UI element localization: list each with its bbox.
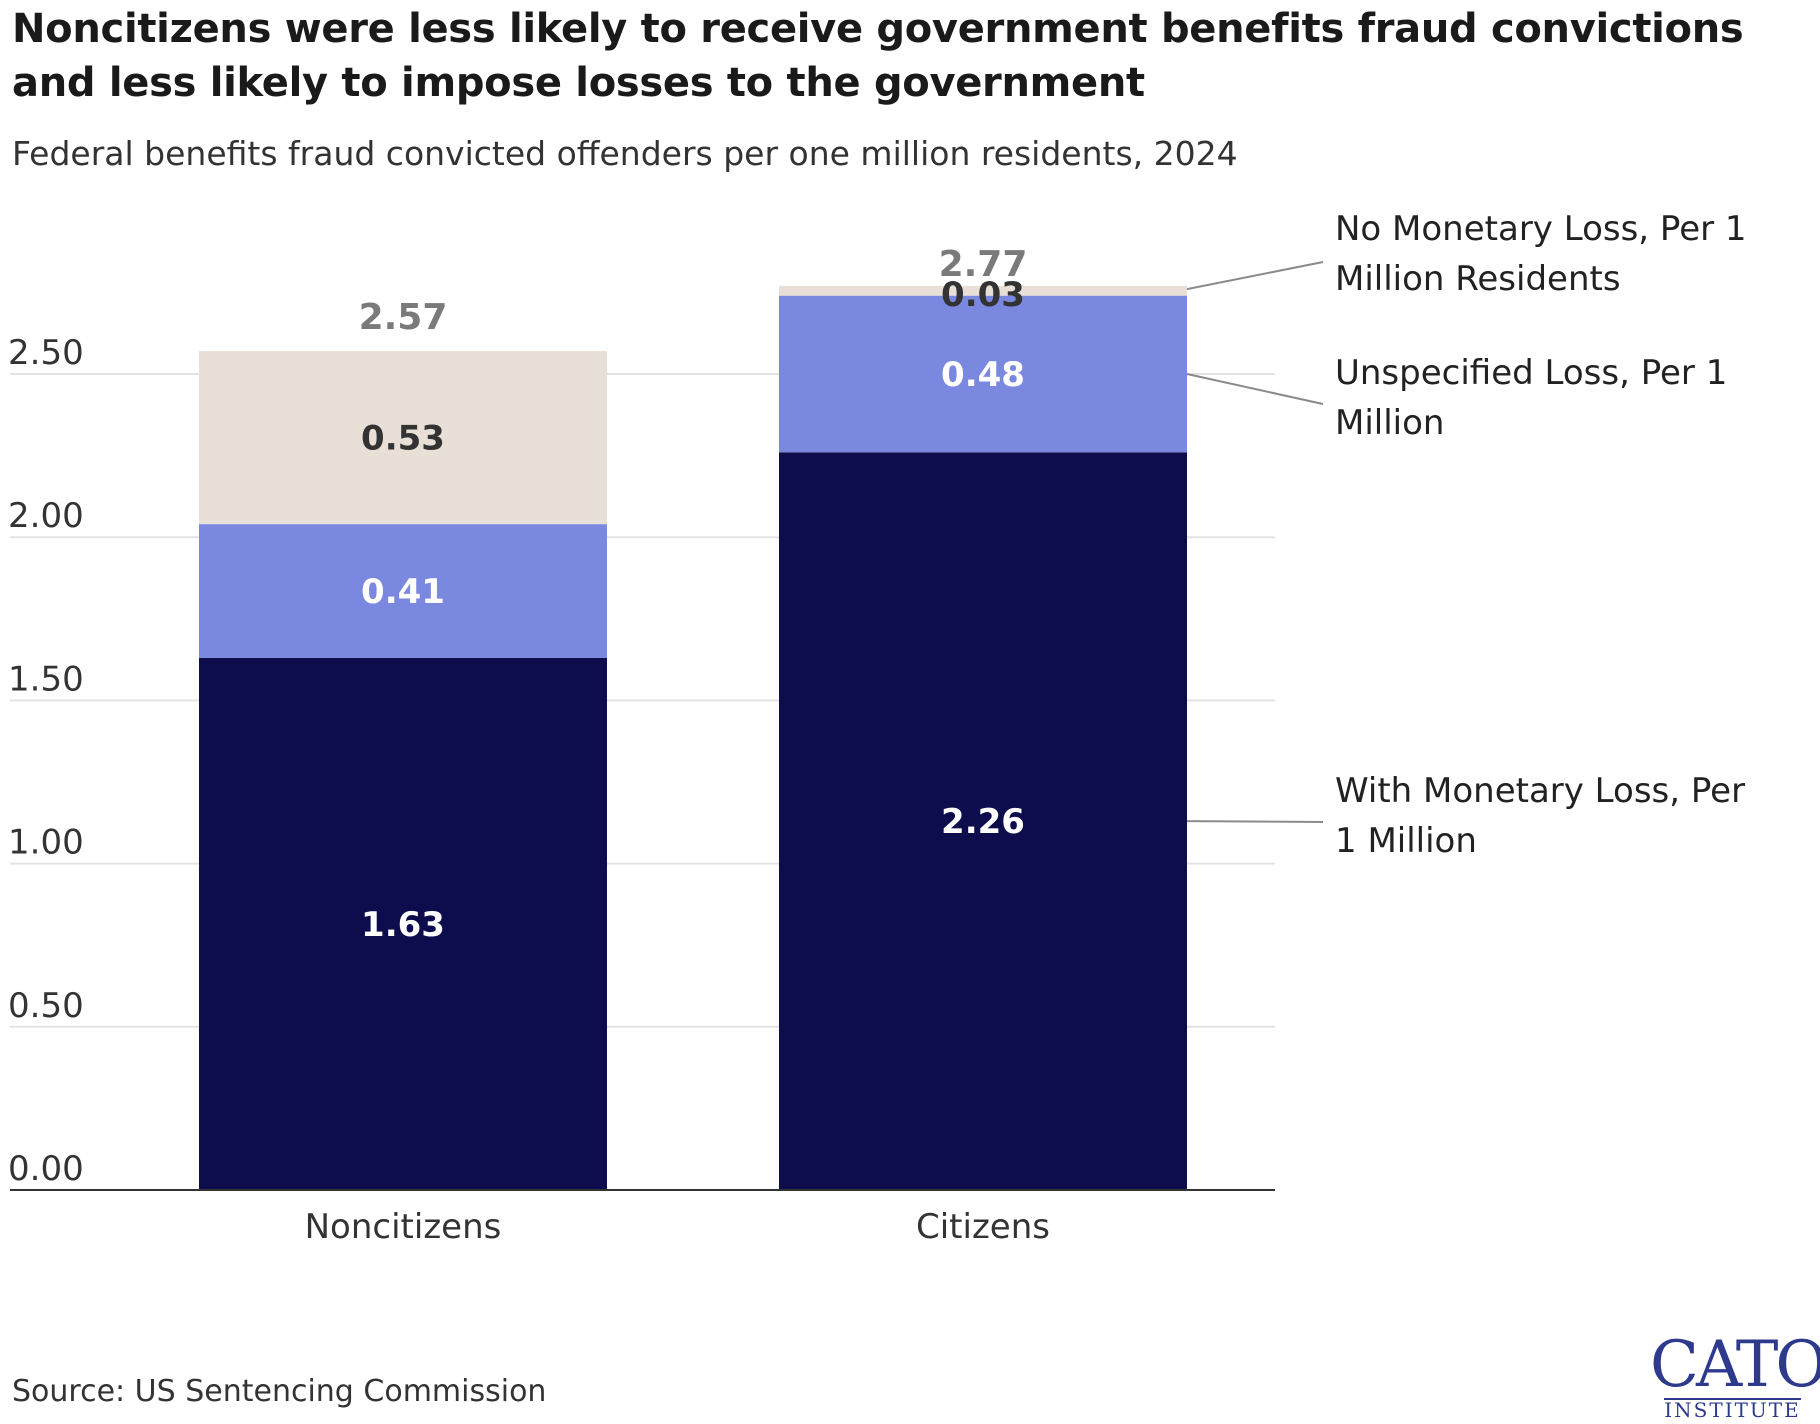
logo-wordmark: CATO [1650, 1328, 1820, 1402]
data-label: 1.63 [361, 905, 445, 945]
chart-title: Noncitizens were less likely to receive … [12, 6, 1744, 106]
y-tick-label: 0.00 [8, 1149, 84, 1189]
legend-item: Unspecified Loss, Per 1 Million [1186, 353, 1727, 443]
legend-label: With Monetary Loss, Per 1 Million [1335, 771, 1745, 861]
legend: No Monetary Loss, Per 1 Million Residents… [1186, 209, 1747, 861]
data-label: 0.41 [361, 572, 445, 612]
bar-group-citizens: 2.26 0.48 0.032.77 [779, 244, 1187, 1190]
y-tick-label: 0.50 [8, 986, 84, 1026]
legend-connector [1186, 261, 1324, 291]
data-label: 0.03 [941, 275, 1025, 315]
bar-segment [779, 452, 1187, 1190]
bar-group-noncitizens: 1.63 0.41 0.53 2.57 [199, 297, 607, 1190]
chart-subtitle: Federal benefits fraud convicted offende… [12, 134, 1238, 173]
x-axis-labels: Noncitizens Citizens [305, 1207, 1050, 1247]
data-label: 0.53 [361, 419, 445, 459]
bar-segment [199, 524, 607, 658]
x-tick-label: Noncitizens [305, 1207, 502, 1247]
x-tick-label: Citizens [916, 1207, 1050, 1247]
y-tick-label: 2.50 [8, 333, 84, 373]
legend-connector [1186, 820, 1324, 823]
logo-subtitle: INSTITUTE [1664, 1398, 1801, 1422]
total-label: 2.77 [939, 244, 1028, 285]
y-axis-ticks: 0.00 0.50 1.00 1.50 2.00 2.50 [8, 333, 84, 1189]
legend-item: No Monetary Loss, Per 1 Million Residents [1186, 209, 1747, 299]
bar-segment [779, 295, 1187, 453]
y-tick-label: 2.00 [8, 496, 84, 536]
legend-item: With Monetary Loss, Per 1 Million [1186, 771, 1745, 861]
stacked-bar-chart: 0.00 0.50 1.00 1.50 2.00 2.50 1.63 0.41 0.53 2.5… [8, 209, 1747, 1247]
y-tick-label: 1.50 [8, 659, 84, 699]
total-label: 2.57 [359, 297, 448, 338]
legend-label: No Monetary Loss, Per 1 Million Residents [1335, 209, 1747, 299]
data-label: 2.26 [941, 802, 1025, 842]
legend-connector [1186, 373, 1324, 405]
data-label: 0.48 [941, 355, 1025, 395]
y-tick-label: 1.00 [8, 823, 84, 863]
bars: 1.63 0.41 0.53 2.57 2.26 0.48 0.032.77 [199, 244, 1187, 1190]
cato-logo: CATO INSTITUTE [1650, 1328, 1820, 1422]
bar-segment [199, 657, 607, 1190]
legend-label: Unspecified Loss, Per 1 Million [1335, 353, 1727, 443]
bar-segment [199, 351, 607, 525]
bar-segment [779, 285, 1187, 296]
source-note: Source: US Sentencing Commission [12, 1374, 547, 1409]
